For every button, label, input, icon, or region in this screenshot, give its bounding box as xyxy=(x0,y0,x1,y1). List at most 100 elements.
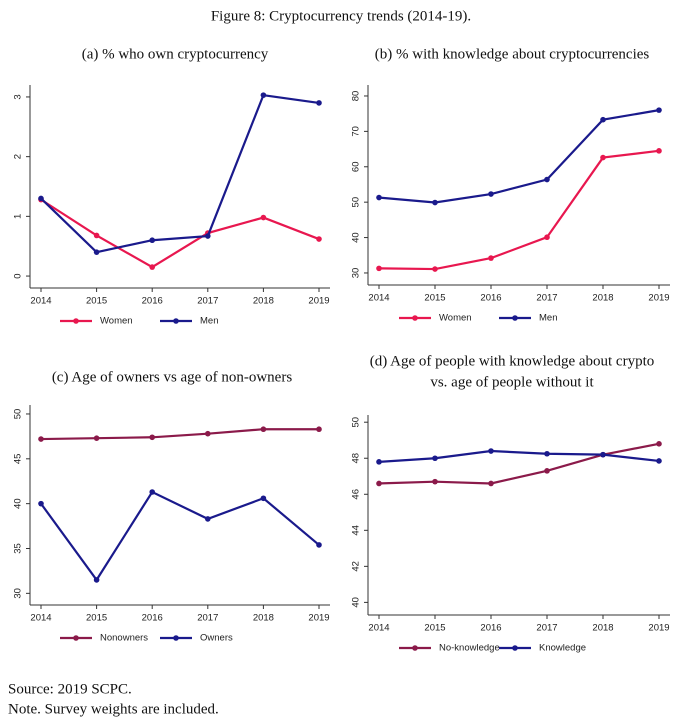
chart-title: (b) % with knowledge about cryptocurrenc… xyxy=(375,46,650,62)
x-tick-label: 2018 xyxy=(592,623,613,634)
series-line xyxy=(40,428,319,441)
data-point xyxy=(38,195,44,202)
chart-title: (d) Age of people with knowledge about c… xyxy=(370,353,655,369)
data-point xyxy=(205,233,211,239)
data-point xyxy=(205,516,211,522)
data-point xyxy=(656,458,662,464)
data-point xyxy=(600,116,606,123)
data-point xyxy=(600,154,606,161)
data-point xyxy=(656,441,662,447)
series-line xyxy=(378,449,660,463)
legend-swatch-dot xyxy=(512,645,518,651)
y-tick-label: 48 xyxy=(351,453,362,464)
data-point xyxy=(432,455,438,462)
data-point xyxy=(316,236,322,242)
x-tick-label: 2016 xyxy=(142,296,163,307)
data-point xyxy=(544,234,550,241)
chart-title: vs. age of people without it xyxy=(430,374,594,390)
data-point xyxy=(38,436,44,442)
data-point xyxy=(488,448,494,454)
data-point xyxy=(488,255,494,261)
data-point xyxy=(376,459,382,465)
x-tick-label: 2017 xyxy=(197,296,218,307)
legend-label: Men xyxy=(200,316,218,327)
data-point xyxy=(316,100,322,106)
x-tick-label: 2019 xyxy=(308,296,329,307)
legend-swatch-dot xyxy=(412,645,418,651)
data-point xyxy=(149,264,155,270)
data-point xyxy=(260,495,267,502)
data-point xyxy=(432,478,438,485)
data-point xyxy=(656,148,662,154)
x-tick-label: 2016 xyxy=(480,293,501,304)
data-point xyxy=(93,232,100,239)
x-tick-label: 2017 xyxy=(536,293,557,304)
y-tick-label: 50 xyxy=(351,197,362,208)
legend-label: Knowledge xyxy=(539,643,586,654)
y-tick-label: 46 xyxy=(351,489,362,500)
y-tick-label: 1 xyxy=(13,214,24,219)
series-line xyxy=(378,442,660,485)
y-tick-label: 70 xyxy=(351,126,362,137)
x-tick-label: 2017 xyxy=(536,623,557,634)
x-tick-label: 2016 xyxy=(480,623,501,634)
legend-label: Men xyxy=(539,313,557,324)
data-point xyxy=(260,214,267,221)
data-point xyxy=(376,265,382,272)
legend-label: No-knowledge xyxy=(439,643,500,654)
series-line xyxy=(378,109,660,204)
y-tick-label: 2 xyxy=(13,154,24,159)
data-point xyxy=(205,430,211,437)
x-tick-label: 2014 xyxy=(368,623,389,634)
x-tick-label: 2019 xyxy=(308,613,329,624)
data-point xyxy=(316,542,322,548)
data-point xyxy=(149,434,155,441)
y-tick-label: 50 xyxy=(351,417,362,428)
data-point xyxy=(93,249,100,255)
legend-label: Nonowners xyxy=(100,633,148,644)
x-tick-label: 2019 xyxy=(648,623,669,634)
y-tick-label: 44 xyxy=(351,525,362,536)
chart-title: (c) Age of owners vs age of non-owners xyxy=(52,369,293,385)
data-point xyxy=(316,426,322,433)
y-tick-label: 30 xyxy=(13,588,24,599)
x-tick-label: 2016 xyxy=(142,613,163,624)
data-point xyxy=(432,199,438,206)
data-point xyxy=(656,107,662,113)
data-point xyxy=(432,266,438,272)
data-point xyxy=(38,500,44,507)
survey-note: Note. Survey weights are included. xyxy=(8,701,219,717)
data-point xyxy=(93,435,100,441)
legend-swatch-dot xyxy=(173,318,179,324)
x-tick-label: 2015 xyxy=(86,613,107,624)
x-tick-label: 2017 xyxy=(197,613,218,624)
y-tick-label: 30 xyxy=(351,268,362,279)
series-line xyxy=(40,93,320,254)
data-point xyxy=(260,426,267,433)
series-line xyxy=(40,490,320,582)
legend-swatch-dot xyxy=(73,318,79,324)
data-point xyxy=(544,176,550,183)
x-tick-label: 2015 xyxy=(86,296,107,307)
y-tick-label: 0 xyxy=(13,273,24,278)
x-tick-label: 2014 xyxy=(30,296,51,307)
x-tick-label: 2015 xyxy=(424,623,445,634)
series-line xyxy=(40,198,320,269)
chart-title: (a) % who own cryptocurrency xyxy=(82,46,269,62)
y-tick-label: 50 xyxy=(13,409,24,420)
data-point xyxy=(544,450,550,457)
y-tick-label: 3 xyxy=(13,94,24,99)
data-point xyxy=(93,577,100,583)
x-tick-label: 2018 xyxy=(592,293,613,304)
data-point xyxy=(260,92,267,98)
legend-label: Women xyxy=(100,316,133,327)
source-note: Source: 2019 SCPC. xyxy=(8,681,132,697)
y-tick-label: 40 xyxy=(13,498,24,509)
data-point xyxy=(376,194,382,201)
legend-swatch-dot xyxy=(412,315,418,321)
legend-swatch-dot xyxy=(73,635,79,641)
data-point xyxy=(600,451,606,458)
y-tick-label: 40 xyxy=(351,232,362,243)
legend-swatch-dot xyxy=(173,635,179,641)
